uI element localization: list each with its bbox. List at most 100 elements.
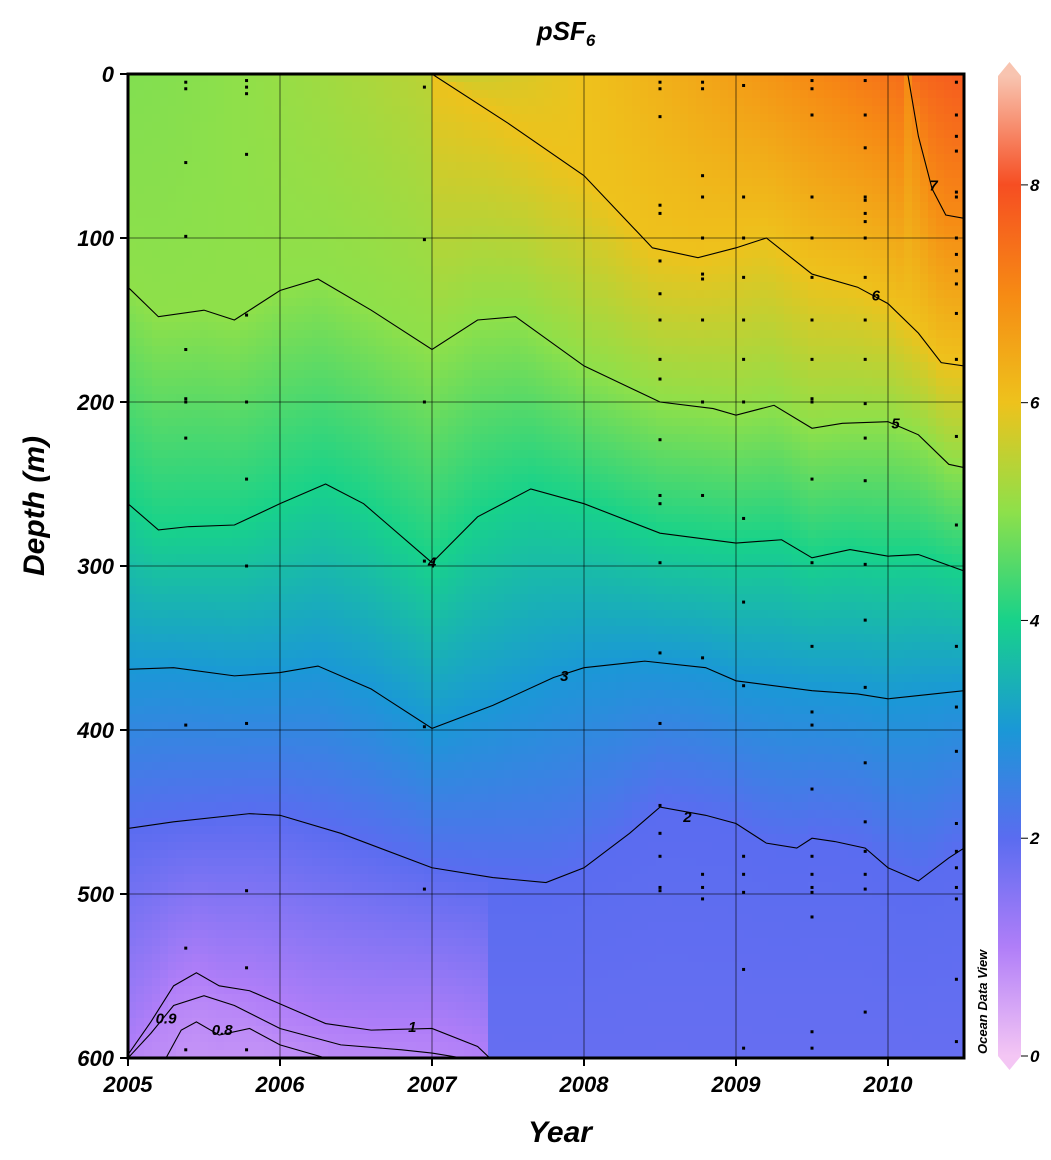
heatmap-cell: [176, 834, 185, 843]
heatmap-cell: [328, 218, 337, 227]
heatmap-cell: [376, 154, 385, 163]
heatmap-cell: [376, 802, 385, 811]
heatmap-cell: [128, 690, 137, 699]
heatmap-cell: [320, 762, 329, 771]
heatmap-cell: [200, 714, 209, 723]
heatmap-cell: [256, 426, 265, 435]
heatmap-cell: [160, 1010, 169, 1019]
heatmap-cell: [392, 618, 401, 627]
heatmap-cell: [368, 1018, 377, 1027]
heatmap-cell: [424, 706, 433, 715]
heatmap-cell: [264, 834, 273, 843]
heatmap-cell: [184, 970, 193, 979]
heatmap-cell: [224, 74, 233, 83]
heatmap-cell: [296, 874, 305, 883]
heatmap-cell: [168, 762, 177, 771]
heatmap-cell: [160, 290, 169, 299]
heatmap-cell: [208, 914, 217, 923]
heatmap-cell: [232, 914, 241, 923]
heatmap-cell: [400, 154, 409, 163]
heatmap-cell: [152, 362, 161, 371]
heatmap-cell: [328, 82, 337, 91]
heatmap-cell: [224, 802, 233, 811]
heatmap-cell: [440, 354, 449, 363]
heatmap-cell: [200, 474, 209, 483]
heatmap-cell: [352, 818, 361, 827]
heatmap-cell: [384, 778, 393, 787]
heatmap-cell: [176, 266, 185, 275]
heatmap-cell: [192, 906, 201, 915]
heatmap-cell: [280, 202, 289, 211]
heatmap-cell: [144, 962, 153, 971]
heatmap-cell: [336, 146, 345, 155]
heatmap-cell: [344, 922, 353, 931]
heatmap-cell: [152, 506, 161, 515]
heatmap-cell: [160, 1026, 169, 1035]
heatmap-cell: [440, 98, 449, 107]
heatmap-cell: [136, 1010, 145, 1019]
heatmap-cell: [416, 138, 425, 147]
heatmap-cell: [376, 674, 385, 683]
heatmap-cell: [296, 210, 305, 219]
heatmap-cell: [408, 594, 417, 603]
heatmap-cell: [144, 514, 153, 523]
heatmap-cell: [432, 474, 441, 483]
heatmap-cell: [184, 1026, 193, 1035]
heatmap-cell: [400, 266, 409, 275]
heatmap-cell: [288, 1050, 297, 1058]
heatmap-cell: [328, 834, 337, 843]
heatmap-cell: [152, 218, 161, 227]
heatmap-cell: [136, 250, 145, 259]
heatmap-cell: [208, 850, 217, 859]
heatmap-cell: [176, 442, 185, 451]
heatmap-cell: [288, 114, 297, 123]
heatmap-cell: [312, 282, 321, 291]
heatmap-cell: [424, 690, 433, 699]
heatmap-cell: [384, 410, 393, 419]
heatmap-cell: [264, 954, 273, 963]
heatmap-cell: [296, 250, 305, 259]
heatmap-cell: [264, 362, 273, 371]
heatmap-cell: [344, 426, 353, 435]
heatmap-cell: [136, 354, 145, 363]
heatmap-cell: [136, 930, 145, 939]
heatmap-cell: [352, 682, 361, 691]
heatmap-cell: [272, 1026, 281, 1035]
heatmap-cell: [312, 522, 321, 531]
heatmap-cell: [280, 578, 289, 587]
heatmap-cell: [160, 82, 169, 91]
heatmap-cell: [368, 266, 377, 275]
heatmap-cell: [360, 906, 369, 915]
heatmap-cell: [280, 1010, 289, 1019]
heatmap-cell: [384, 802, 393, 811]
heatmap-cell: [152, 130, 161, 139]
heatmap-cell: [136, 586, 145, 595]
heatmap-cell: [200, 698, 209, 707]
heatmap-cell: [144, 490, 153, 499]
heatmap-cell: [384, 746, 393, 755]
heatmap-cell: [376, 194, 385, 203]
heatmap-cell: [208, 370, 217, 379]
heatmap-cell: [176, 634, 185, 643]
heatmap-cell: [136, 1050, 145, 1058]
heatmap-cell: [368, 698, 377, 707]
heatmap-cell: [232, 826, 241, 835]
heatmap-cell: [304, 506, 313, 515]
heatmap-cell: [424, 130, 433, 139]
heatmap-cell: [208, 578, 217, 587]
heatmap-cell: [344, 362, 353, 371]
heatmap-cell: [128, 682, 137, 691]
heatmap-cell: [440, 394, 449, 403]
heatmap-cell: [296, 626, 305, 635]
heatmap-cell: [184, 746, 193, 755]
heatmap-cell: [352, 634, 361, 643]
heatmap-cell: [360, 1026, 369, 1035]
heatmap-cell: [200, 170, 209, 179]
heatmap-cell: [280, 786, 289, 795]
heatmap-cell: [144, 130, 153, 139]
heatmap-cell: [208, 466, 217, 475]
heatmap-cell: [144, 570, 153, 579]
heatmap-cell: [360, 226, 369, 235]
heatmap-cell: [232, 762, 241, 771]
heatmap-cell: [296, 538, 305, 547]
